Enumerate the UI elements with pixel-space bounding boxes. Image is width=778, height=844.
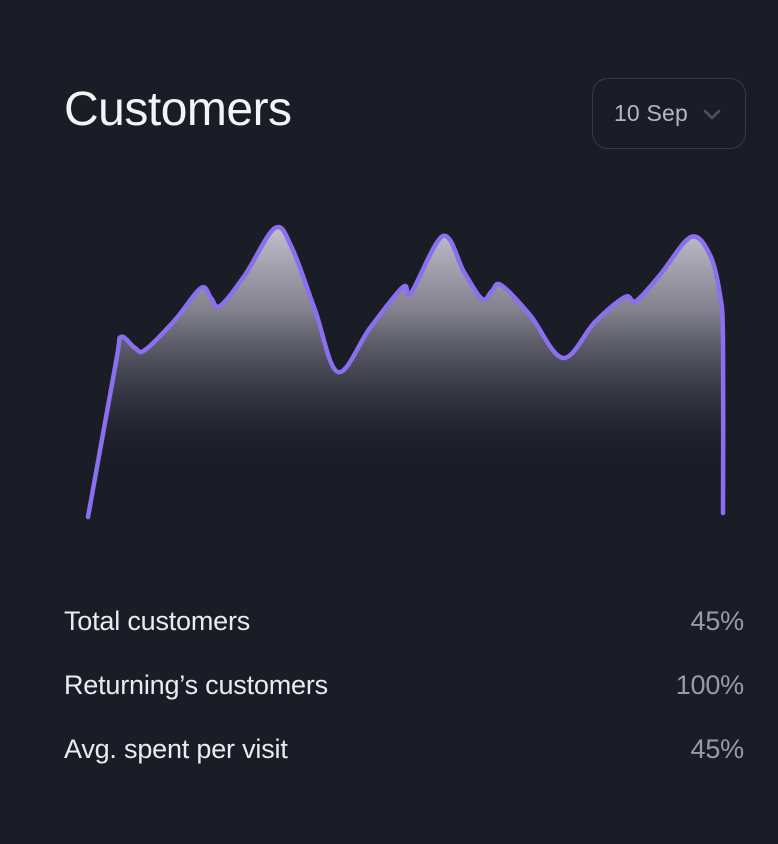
chevron-down-icon <box>700 102 724 126</box>
stat-row-total-customers: Total customers 45% <box>64 589 744 653</box>
area-chart-svg <box>85 224 726 520</box>
stat-label: Avg. spent per visit <box>64 733 288 764</box>
stat-value: 45% <box>690 733 745 764</box>
stat-row-avg-spent-per-visit: Avg. spent per visit 45% <box>64 717 744 781</box>
stat-value: 100% <box>675 669 744 700</box>
stats-list: Total customers 45% Returning’s customer… <box>64 589 744 781</box>
chart-area-fill <box>88 226 724 517</box>
date-filter-value: 10 Sep <box>613 100 689 126</box>
customers-area-chart <box>80 200 740 530</box>
page-title: Customers <box>64 83 292 136</box>
stat-value: 45% <box>690 605 745 636</box>
stat-label: Total customers <box>64 605 251 636</box>
date-filter-button[interactable]: 10 Sep <box>592 78 746 149</box>
stat-label: Returning’s customers <box>64 669 328 700</box>
chart-line <box>85 224 726 520</box>
stat-row-returning-customers: Returning’s customers 100% <box>64 653 744 717</box>
